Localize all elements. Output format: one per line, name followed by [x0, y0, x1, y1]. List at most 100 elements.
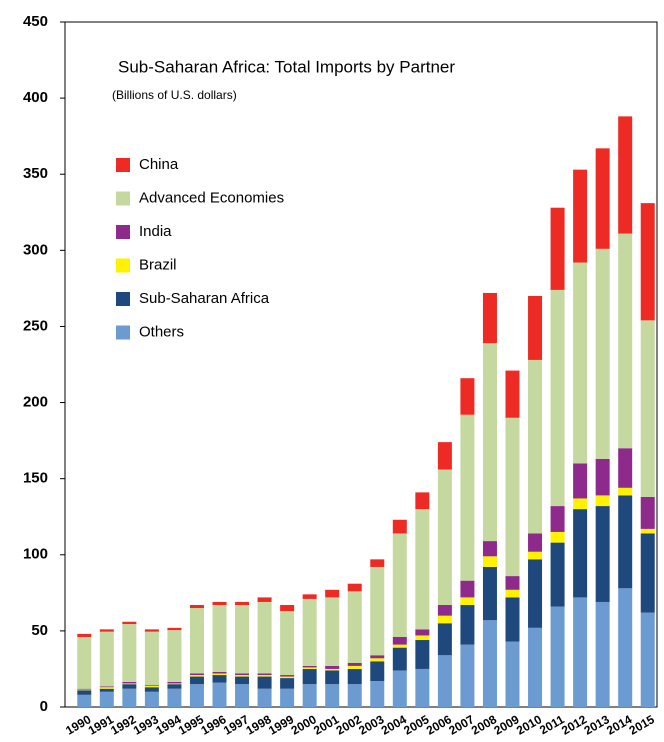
bar-segment: [77, 688, 92, 690]
bar-segment: [325, 670, 340, 685]
y-tick-label: 350: [23, 165, 48, 182]
legend-swatch: [116, 325, 130, 340]
bar-segment: [392, 519, 407, 534]
bar-segment: [122, 621, 137, 625]
legend-swatch: [116, 158, 130, 172]
bar-segment: [595, 495, 610, 507]
bar-segment: [528, 296, 543, 360]
bar-segment: [189, 684, 204, 707]
legend-label: Brazil: [139, 256, 177, 273]
bar-segment: [437, 615, 452, 624]
bar-segment: [460, 644, 475, 707]
bar-segment: [415, 668, 430, 707]
bar-segment: [235, 676, 250, 685]
bar-segment: [460, 597, 475, 606]
bar-segment: [122, 684, 137, 689]
bar-segment: [257, 601, 272, 674]
y-tick-label: 400: [23, 89, 48, 106]
y-tick-label: 150: [23, 470, 48, 487]
bar-segment: [437, 655, 452, 707]
bar-segment: [460, 378, 475, 415]
bar-segment: [347, 665, 362, 669]
bar-segment: [482, 566, 497, 621]
bar-segment: [505, 597, 520, 642]
bar-segment: [302, 594, 317, 599]
bar-segment: [77, 690, 92, 695]
bar-segment: [618, 487, 633, 496]
bar-segment: [144, 687, 159, 692]
bar-segment: [370, 658, 385, 662]
bar-segment: [595, 458, 610, 496]
bar-segment: [640, 203, 655, 321]
bar-segment: [235, 673, 250, 676]
bar-segment: [212, 671, 227, 674]
legend-swatch: [116, 191, 130, 206]
y-tick-label: 50: [31, 622, 48, 639]
bar-segment: [212, 682, 227, 707]
bar-segment: [392, 636, 407, 645]
bar-segment: [347, 591, 362, 663]
legend-swatch: [116, 292, 130, 306]
y-tick-label: 100: [23, 546, 48, 563]
bar-segment: [280, 676, 295, 679]
bar-segment: [280, 678, 295, 689]
bar-segment: [460, 605, 475, 645]
bar-segment: [280, 675, 295, 677]
bar-segment: [437, 623, 452, 656]
bar-segment: [595, 248, 610, 459]
bar-segment: [482, 292, 497, 344]
bar-segment: [618, 233, 633, 449]
bar-segment: [257, 675, 272, 677]
bar-segment: [392, 533, 407, 637]
bar-segment: [235, 601, 250, 606]
bar-segment: [167, 630, 182, 682]
bar-segment: [280, 688, 295, 707]
bar-segment: [280, 605, 295, 612]
bar-segment: [392, 647, 407, 671]
bar-segment: [573, 169, 588, 263]
bar-segment: [437, 469, 452, 606]
legend-label: India: [139, 223, 172, 240]
bar-segment: [370, 661, 385, 682]
bar-segment: [167, 627, 182, 631]
bar-segment: [370, 655, 385, 659]
bar-segment: [325, 684, 340, 707]
bar-segment: [437, 605, 452, 616]
bar-segment: [99, 629, 114, 632]
bar-segment: [77, 633, 92, 637]
bar-segment: [347, 662, 362, 666]
bar-segment: [189, 675, 204, 677]
legend-swatch: [116, 258, 130, 273]
bar-segment: [212, 601, 227, 606]
bar-segment: [550, 542, 565, 607]
bar-segment: [370, 559, 385, 567]
bar-segment: [482, 620, 497, 707]
bar-segment: [99, 631, 114, 687]
bar-segment: [640, 320, 655, 497]
bar-segment: [122, 683, 137, 685]
bar-segment: [122, 681, 137, 684]
bar-segment: [415, 635, 430, 641]
y-tick-label: 450: [23, 13, 48, 30]
bar-segment: [618, 116, 633, 234]
chart-title: Sub-Saharan Africa: Total Imports by Par…: [118, 57, 455, 76]
bar-segment: [167, 683, 182, 685]
bar-segment: [392, 644, 407, 648]
bar-segment: [77, 694, 92, 707]
bar-segment: [325, 597, 340, 666]
bar-segment: [370, 681, 385, 707]
bar-segment: [618, 588, 633, 707]
bar-segment: [99, 688, 114, 692]
bar-segment: [505, 576, 520, 590]
bar-segment: [550, 207, 565, 290]
bar-segment: [189, 608, 204, 674]
bar-segment: [550, 606, 565, 707]
y-tick-label: 250: [23, 317, 48, 334]
bar-segment: [528, 551, 543, 560]
bar-segment: [99, 691, 114, 707]
bar-segment: [595, 601, 610, 707]
bar-segment: [99, 687, 114, 689]
bar-segment: [302, 668, 317, 685]
bar-segment: [573, 498, 588, 510]
bar-segment: [189, 673, 204, 676]
